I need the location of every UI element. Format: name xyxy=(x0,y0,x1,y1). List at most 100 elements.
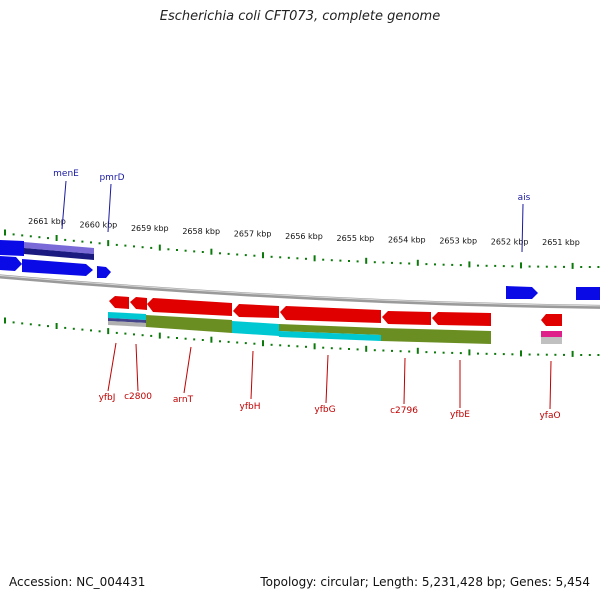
minor-tick xyxy=(434,263,436,266)
gene-arnT-feature[interactable] xyxy=(147,298,232,316)
gene-feature[interactable] xyxy=(576,287,600,300)
minor-tick xyxy=(193,338,196,341)
forward-genes xyxy=(0,240,600,300)
minor-tick xyxy=(459,352,462,355)
minor-tick xyxy=(554,353,557,356)
scale-labels: 2661 kbp 2660 kbp 2659 kbp 2658 kbp 2657 kbp… xyxy=(28,217,580,247)
minor-tick xyxy=(64,238,67,241)
minor-tick xyxy=(434,351,436,354)
scale-label: 2652 kbp xyxy=(491,237,529,246)
minor-tick xyxy=(150,334,153,337)
major-tick xyxy=(262,252,264,259)
minor-tick xyxy=(201,339,204,341)
minor-tick xyxy=(236,253,239,256)
minor-tick xyxy=(305,345,307,348)
minor-tick xyxy=(236,341,239,344)
minor-tick xyxy=(279,344,282,347)
gene-yfbJ-feature[interactable] xyxy=(109,296,129,309)
minor-tick xyxy=(451,263,454,266)
minor-tick xyxy=(98,330,101,333)
major-tick xyxy=(313,255,316,262)
genome-summary-text: Topology: circular; Length: 5,231,428 bp… xyxy=(260,575,590,589)
minor-tick xyxy=(563,265,565,268)
gene-feature[interactable] xyxy=(0,256,22,271)
scale-label: 2659 kbp xyxy=(131,224,169,233)
leader-menE xyxy=(61,180,67,230)
major-tick xyxy=(416,347,419,354)
gene-yfbH-feature[interactable] xyxy=(233,304,279,318)
gene-feature[interactable] xyxy=(22,259,93,276)
leader-yfbJ xyxy=(107,342,117,392)
label-c2796[interactable]: c2796 xyxy=(390,406,418,416)
minor-tick xyxy=(477,352,479,355)
minor-tick xyxy=(502,353,505,356)
minor-tick xyxy=(373,349,376,352)
leader-arnT xyxy=(183,346,192,394)
minor-tick xyxy=(442,263,445,266)
minor-tick xyxy=(141,246,144,249)
label-yfaO[interactable]: yfaO xyxy=(539,411,560,421)
minor-tick xyxy=(253,342,256,345)
gene-menE-feature[interactable] xyxy=(0,240,24,256)
leader-pmrD xyxy=(107,183,112,233)
minor-tick xyxy=(399,262,402,265)
major-tick xyxy=(313,343,316,350)
minor-tick xyxy=(29,235,32,238)
label-pmrD[interactable]: pmrD xyxy=(99,173,124,183)
leader-yfbG xyxy=(325,354,329,404)
label-arnT[interactable]: arnT xyxy=(173,395,194,405)
major-tick xyxy=(55,235,58,241)
minor-tick xyxy=(270,343,273,346)
minor-tick xyxy=(98,242,101,245)
minor-tick xyxy=(227,252,230,255)
major-tick xyxy=(520,262,522,269)
cog-band-cyan xyxy=(279,331,381,341)
minor-tick xyxy=(330,347,333,350)
major-tick xyxy=(107,328,110,335)
major-tick xyxy=(262,340,264,347)
scale-label: 2661 kbp xyxy=(28,217,66,226)
gene-yfbE-feature[interactable] xyxy=(432,312,491,326)
cog-band-olive xyxy=(381,328,491,344)
major-tick xyxy=(107,240,110,247)
gene-pmrD-feature[interactable] xyxy=(97,266,111,278)
minor-tick xyxy=(38,324,41,327)
gene-ais-feature[interactable] xyxy=(506,286,538,299)
scale-label: 2660 kbp xyxy=(80,221,118,230)
minor-tick xyxy=(12,233,15,236)
gene-yfaO-feature[interactable] xyxy=(541,314,562,326)
label-ais[interactable]: ais xyxy=(518,193,531,203)
minor-tick xyxy=(150,246,153,249)
minor-tick xyxy=(81,240,84,243)
leader-c2800 xyxy=(135,343,139,392)
scale-label: 2657 kbp xyxy=(234,230,272,239)
reverse-genes xyxy=(109,296,562,326)
label-yfbE[interactable]: yfbE xyxy=(450,410,470,420)
minor-tick xyxy=(167,336,170,339)
minor-tick xyxy=(356,348,359,351)
minor-tick xyxy=(485,264,488,267)
label-yfbH[interactable]: yfbH xyxy=(240,402,261,412)
major-tick xyxy=(4,229,6,236)
cog-band-olive xyxy=(146,315,232,333)
genome-backbone xyxy=(0,274,600,309)
major-tick xyxy=(520,350,522,357)
minor-tick xyxy=(391,349,393,352)
label-yfbG[interactable]: yfbG xyxy=(314,405,335,415)
accession-text: Accession: NC_004431 xyxy=(9,575,146,589)
label-yfbJ[interactable]: yfbJ xyxy=(99,393,116,403)
gene-c2800-feature[interactable] xyxy=(130,297,147,310)
minor-tick xyxy=(29,323,32,326)
gene-c2796-feature[interactable] xyxy=(382,311,431,325)
label-menE[interactable]: menE xyxy=(53,169,79,179)
leader-c2796 xyxy=(403,357,406,405)
label-c2800[interactable]: c2800 xyxy=(124,392,152,402)
scale-label: 2654 kbp xyxy=(388,235,426,244)
minor-tick xyxy=(477,264,479,267)
minor-tick xyxy=(537,265,540,268)
gene-yfbG-feature[interactable] xyxy=(280,306,381,323)
minor-tick xyxy=(64,326,67,329)
upper-tick-track xyxy=(4,229,600,269)
cog-band-cyan xyxy=(108,312,146,320)
major-tick xyxy=(158,332,161,339)
